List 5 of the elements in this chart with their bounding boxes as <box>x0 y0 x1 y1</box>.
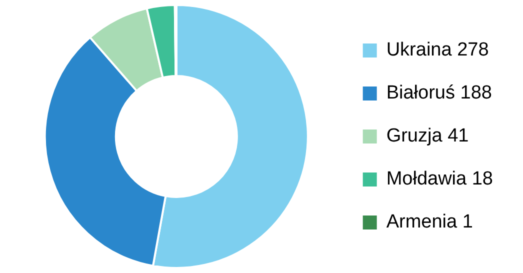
legend-label: Gruzja 41 <box>386 126 469 147</box>
legend-label: Ukraina 278 <box>386 40 489 61</box>
legend-label: Armenia 1 <box>386 212 473 233</box>
legend-label: Mołdawia 18 <box>386 168 493 190</box>
legend-label: Białoruś 188 <box>386 82 492 104</box>
